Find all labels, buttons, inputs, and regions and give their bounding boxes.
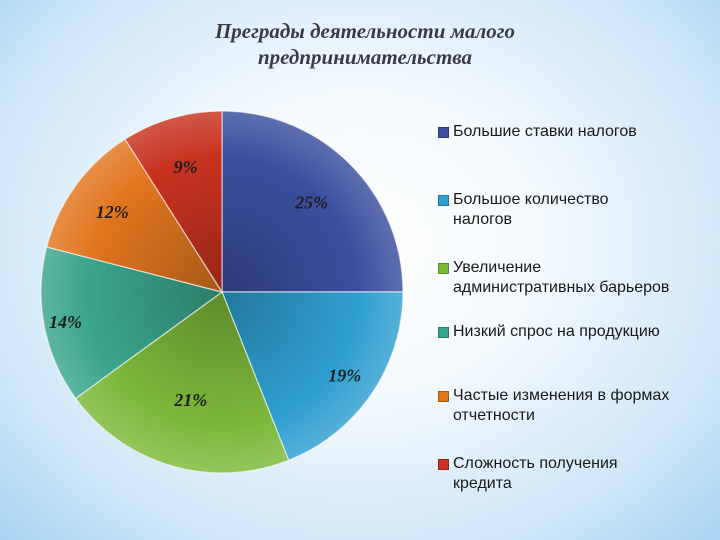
data-label-many-taxes: 19% [328, 365, 361, 385]
legend-swatch [438, 327, 449, 338]
pie-slice-credit-access [124, 110, 223, 295]
chart-title-line-1: Преграды деятельности малого [214, 19, 516, 43]
legend-swatch [438, 127, 449, 138]
legend-label-line: Увеличение [453, 259, 542, 276]
legend-swatch [438, 195, 449, 206]
data-label-low-demand: 14% [49, 312, 82, 332]
legend-swatch [438, 263, 449, 274]
pie-slices [40, 110, 404, 474]
chart-title-line-2: предпринимательства [257, 45, 473, 69]
data-label-high-tax-rates: 25% [294, 192, 328, 212]
legend-swatch [438, 459, 449, 470]
legend-label-line: кредита [453, 475, 512, 492]
legend-label-line: Большие ставки налогов [453, 123, 637, 140]
legend-swatch [438, 391, 449, 402]
data-label-credit-access: 9% [174, 157, 198, 177]
legend-label-line: отчетности [453, 407, 535, 424]
legend-label-line: Частые изменения в формах [453, 387, 670, 404]
pie-slice-low-demand [40, 246, 224, 400]
chart-title: Преграды деятельности малого предпринима… [150, 18, 580, 70]
pie-data-labels: 25% 19% 21% 14% 12% 9% [49, 157, 361, 410]
legend-item-reporting-changes: Частые изменения в формах отчетности [438, 386, 718, 426]
legend-item-credit-access: Сложность получения кредита [438, 454, 718, 494]
legend-label-line: Сложность получения [453, 455, 618, 472]
data-label-admin-barriers: 21% [173, 390, 207, 410]
legend-label-line: налогов [453, 211, 513, 228]
pie-slice-admin-barriers [74, 291, 290, 474]
legend-item-low-demand: Низкий спрос на продукцию [438, 322, 718, 342]
data-label-reporting-changes: 12% [96, 202, 129, 222]
pie-slice-high-tax-rates [221, 110, 404, 293]
pie-slice-many-taxes [221, 291, 404, 462]
legend-label-line: административных барьеров [453, 279, 670, 296]
legend-label-line: Большое количество [453, 191, 609, 208]
legend-item-admin-barriers: Увеличение административных барьеров [438, 258, 718, 298]
legend-item-high-tax-rates: Большие ставки налогов [438, 122, 718, 142]
legend-label-line: Низкий спрос на продукцию [453, 323, 660, 340]
pie-slice-reporting-changes [45, 138, 224, 293]
legend-item-many-taxes: Большое количество налогов [438, 190, 718, 230]
